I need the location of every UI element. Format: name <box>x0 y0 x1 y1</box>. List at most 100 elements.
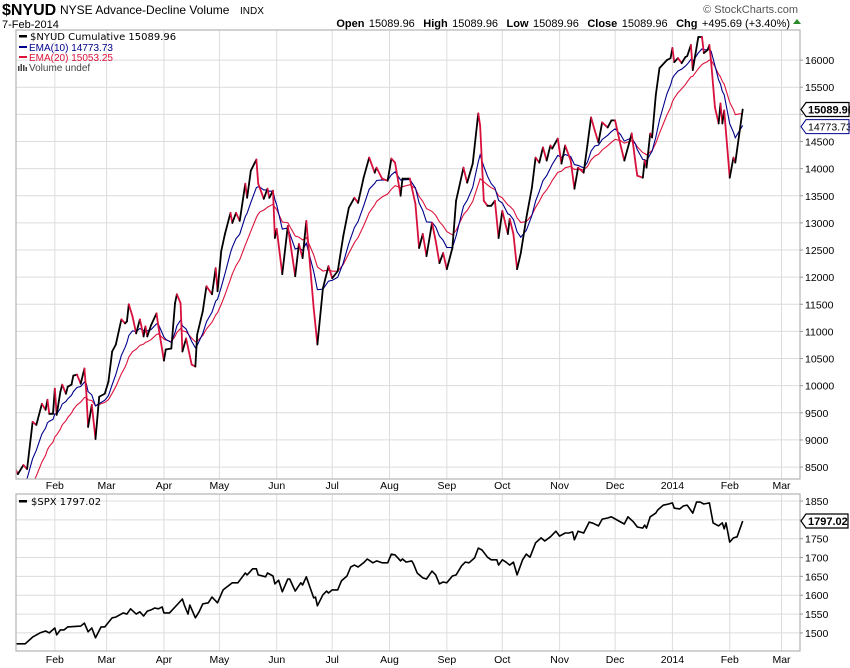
nyud-segment-down <box>157 325 165 362</box>
nyud-segment-down <box>677 57 683 65</box>
nyud-segment-down <box>494 199 500 239</box>
high-value: 15089.96 <box>452 18 498 30</box>
nyud-segment-up <box>170 302 176 350</box>
symbol-title: $NYUD <box>2 2 56 19</box>
nyud-segment-up <box>645 132 652 169</box>
x-tick-label: Nov <box>550 654 569 666</box>
nyud-segment-up <box>525 186 533 219</box>
low-label: Low <box>507 18 529 30</box>
y-tick-label: 1700 <box>805 553 829 565</box>
nyud-segment-down <box>61 383 67 395</box>
nyud-segment-down <box>431 221 437 242</box>
nyud-segment-up <box>651 94 657 139</box>
y-tick-label: 1650 <box>805 571 829 583</box>
nyud-segment-up <box>150 312 158 327</box>
x-tick-label: Jul <box>325 480 338 492</box>
nyud-segment-down <box>512 233 518 271</box>
x-tick-label: Feb <box>46 654 64 666</box>
nyud-segment-up <box>94 395 101 440</box>
y-tick-label: 9500 <box>805 408 829 420</box>
nyud-segment-up <box>231 211 237 224</box>
nyud-segment-down <box>708 44 713 65</box>
x-tick-label: Mar <box>98 654 117 666</box>
y-tick-label: 11000 <box>805 326 834 338</box>
nyud-segment-down <box>671 47 676 64</box>
nyud-segment-down <box>556 137 563 165</box>
nyud-segment-up <box>55 390 62 416</box>
nyud-segment-up <box>35 402 43 426</box>
nyud-segment-up <box>196 310 204 336</box>
lower-panel-grid <box>16 494 800 651</box>
nyud-segment-down <box>701 36 705 54</box>
nyud-segment-up <box>680 56 687 65</box>
stockcharts-watermark: © StockCharts.com <box>703 4 798 16</box>
nyud-segment-up <box>623 132 633 162</box>
nyud-segment-up <box>201 285 208 313</box>
nyud-segment-up <box>362 156 371 179</box>
open-value: 15089.96 <box>369 18 415 30</box>
x-tick-label: Feb <box>46 480 64 492</box>
x-tick-label: Apr <box>156 654 173 666</box>
nyud-segment-down <box>564 144 572 162</box>
nyud-segment-up <box>438 252 445 265</box>
x-tick-label: Oct <box>494 654 510 666</box>
ema10-line <box>25 48 744 479</box>
nyud-segment-up <box>516 252 522 271</box>
nyud-segment-up <box>220 233 226 252</box>
nyud-segment-down <box>414 202 420 249</box>
nyud-segment-down <box>619 144 626 162</box>
nyud-segment-down <box>577 166 585 174</box>
nyud-segment-up <box>606 119 613 129</box>
nyud-segment-up <box>216 250 223 293</box>
nyud-segment-up <box>455 166 465 202</box>
nyud-segment-up <box>560 144 567 165</box>
nyud-segment-up <box>249 158 258 172</box>
nyud-segment-up <box>16 464 25 476</box>
nyud-segment-down <box>375 166 384 180</box>
nyud-segment-down <box>601 121 609 129</box>
nyud-segment-down <box>127 303 134 318</box>
y-tick-label: 14500 <box>805 137 834 149</box>
x-tick-label: Sep <box>437 654 456 666</box>
x-tick-label: Sep <box>437 480 456 492</box>
nyud-segment-down <box>312 307 319 346</box>
x-tick-label: Nov <box>550 480 569 492</box>
nyud-last-tag-box <box>800 101 850 118</box>
nyud-segment-up <box>386 157 393 182</box>
nyud-segment-up <box>103 380 110 395</box>
legend-swatch-spx <box>19 500 27 503</box>
high-label: High <box>423 18 448 30</box>
nyud-segment-up <box>281 225 289 276</box>
nyud-segment-down <box>710 62 716 109</box>
nyud-segment-up <box>347 196 356 209</box>
nyud-segment-down <box>690 44 694 72</box>
lower-panel-series <box>16 501 744 645</box>
nyud-segment-up <box>658 59 668 70</box>
nyud-segment-up <box>301 219 308 259</box>
legend-nyud: $NYUD Cumulative 15089.96 <box>30 32 176 43</box>
volume-bars-icon <box>18 64 27 71</box>
main-panel-frame <box>15 29 801 480</box>
nyud-segment-down <box>131 315 138 335</box>
nyud-segment-up <box>336 235 345 273</box>
legend-swatch-nyud <box>19 35 27 38</box>
close-value: 15089.96 <box>622 18 668 30</box>
nyud-segment-down <box>305 219 315 310</box>
nyud-segment-up <box>163 348 167 362</box>
nyud-segment-down <box>381 177 389 182</box>
nyud-segment-down <box>85 390 90 428</box>
x-tick-label: May <box>209 480 230 492</box>
nyud-segment-down <box>394 161 402 197</box>
low-value: 15089.96 <box>533 18 579 30</box>
nyud-segment-up <box>146 324 152 338</box>
nyud-segment-down <box>542 146 548 162</box>
nyud-segment-down <box>501 209 509 235</box>
close-label: Close <box>587 18 617 30</box>
spx-last-tag: 1797.02 <box>808 516 848 528</box>
legend-swatch-ema10 <box>19 46 27 48</box>
nyud-segment-down <box>175 293 182 305</box>
nyud-segment-up <box>114 318 123 346</box>
nyud-segment-down <box>179 302 184 353</box>
change-up-arrow-icon <box>793 19 801 24</box>
ohlc-readout: Open 15089.96 High 15089.96 Low 15089.96… <box>336 14 790 31</box>
